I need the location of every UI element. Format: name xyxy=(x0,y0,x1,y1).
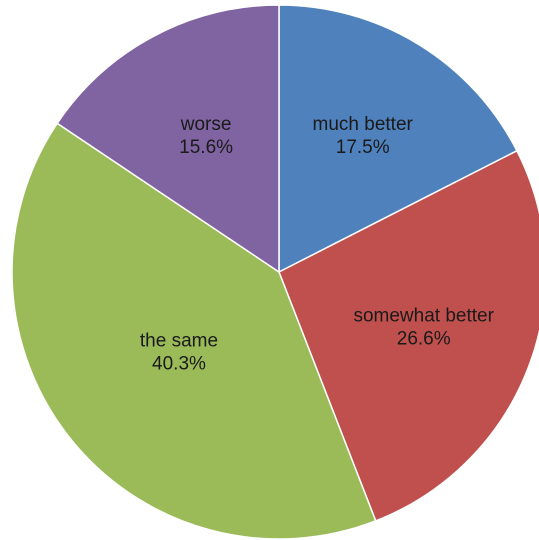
slice-value-worse: 15.6% xyxy=(179,137,233,158)
pie-slice-worse xyxy=(56,4,280,274)
pie-slice-much-better xyxy=(278,4,518,274)
slice-label-somewhat-better: somewhat better xyxy=(353,306,494,327)
slice-label-worse: worse xyxy=(180,114,232,135)
pie-slice-somewhat-better xyxy=(278,149,539,522)
pie-slices xyxy=(11,4,539,540)
slice-value-the-same: 40.3% xyxy=(152,354,206,375)
slice-value-somewhat-better: 26.6% xyxy=(397,329,451,350)
slice-value-much-better: 17.5% xyxy=(336,137,390,158)
slice-label-the-same: the same xyxy=(140,331,218,352)
slice-label-much-better: much better xyxy=(313,114,414,135)
pie-slice-the-same xyxy=(11,122,377,540)
